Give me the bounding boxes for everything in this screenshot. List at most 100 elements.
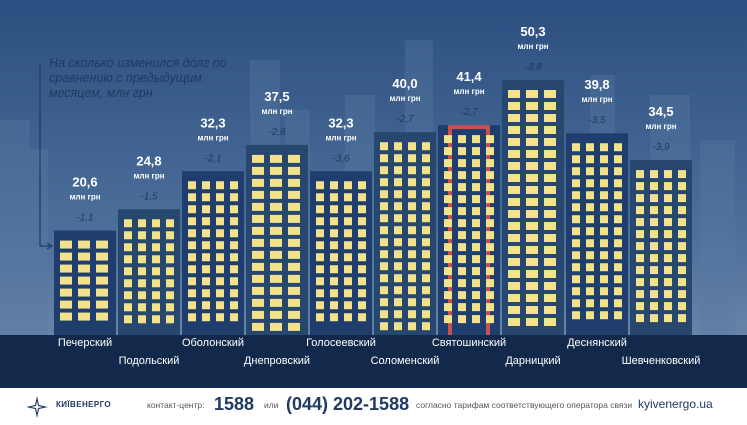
window (572, 203, 580, 212)
window (202, 205, 210, 214)
window (422, 214, 430, 223)
window (664, 170, 672, 179)
window (572, 179, 580, 188)
window (188, 277, 196, 286)
window (408, 238, 416, 247)
skyline-silhouette (0, 120, 30, 335)
window (600, 227, 608, 236)
window (316, 277, 324, 286)
long-phone[interactable]: (044) 202-1588 (286, 394, 410, 414)
window (486, 195, 494, 204)
window (544, 186, 556, 194)
window (678, 218, 686, 227)
window (394, 250, 402, 259)
window (586, 203, 594, 212)
district-label: Печерский (57, 337, 113, 349)
logo-text: КИЇВЕНЕРГО (56, 400, 112, 409)
window (572, 143, 580, 152)
window (252, 226, 264, 235)
window (380, 286, 388, 295)
window (508, 294, 520, 302)
change-label: -3,9 (652, 142, 670, 153)
window (380, 178, 388, 187)
window (344, 193, 352, 202)
window (216, 181, 224, 190)
debt-chart: 20,6 млн грн -1,1 24,8 млн грн -1,5 32,3 млн гр… (0, 24, 747, 388)
window (96, 312, 108, 321)
window (664, 278, 672, 287)
window (358, 229, 366, 238)
window (358, 181, 366, 190)
district-label: Голосеевский (306, 337, 376, 349)
window (138, 231, 146, 240)
unit-label: млн грн (453, 87, 484, 96)
window (614, 263, 622, 272)
window (508, 174, 520, 182)
window (650, 218, 658, 227)
window (166, 219, 174, 228)
window (526, 150, 538, 158)
window (344, 277, 352, 286)
window (96, 300, 108, 309)
window (544, 126, 556, 134)
window (444, 195, 452, 204)
window (288, 190, 300, 199)
window (380, 262, 388, 271)
window (316, 301, 324, 310)
window (600, 167, 608, 176)
window (572, 263, 580, 272)
window (408, 274, 416, 283)
window (330, 181, 338, 190)
window (664, 182, 672, 191)
window (544, 318, 556, 326)
window (230, 289, 238, 298)
window (486, 291, 494, 300)
window (344, 253, 352, 262)
window (216, 229, 224, 238)
window (96, 240, 108, 249)
window (508, 162, 520, 170)
window (458, 207, 466, 216)
window (636, 218, 644, 227)
window (472, 171, 480, 180)
window (316, 241, 324, 250)
window (316, 265, 324, 274)
window (344, 229, 352, 238)
window (472, 303, 480, 312)
window (252, 214, 264, 223)
window (358, 205, 366, 214)
window (600, 155, 608, 164)
website-link[interactable]: kyivenergo.ua (638, 397, 713, 411)
window (394, 154, 402, 163)
window (216, 241, 224, 250)
window (526, 222, 538, 230)
window (614, 167, 622, 176)
window (394, 166, 402, 175)
window (508, 210, 520, 218)
window (166, 303, 174, 312)
window (600, 143, 608, 152)
window (408, 142, 416, 151)
window (422, 190, 430, 199)
window (614, 155, 622, 164)
window (380, 166, 388, 175)
window (288, 274, 300, 283)
window (216, 205, 224, 214)
value-label: 50,3 (520, 24, 545, 39)
window (664, 266, 672, 275)
change-label: -3,5 (588, 115, 606, 126)
window (252, 190, 264, 199)
window (78, 240, 90, 249)
unit-label: млн грн (517, 42, 548, 51)
window (544, 198, 556, 206)
window (544, 90, 556, 98)
window (288, 202, 300, 211)
window (380, 202, 388, 211)
window (380, 310, 388, 319)
window (124, 255, 132, 264)
window (600, 299, 608, 308)
short-phone[interactable]: 1588 (214, 394, 255, 414)
window (330, 205, 338, 214)
window (444, 219, 452, 228)
window (344, 289, 352, 298)
